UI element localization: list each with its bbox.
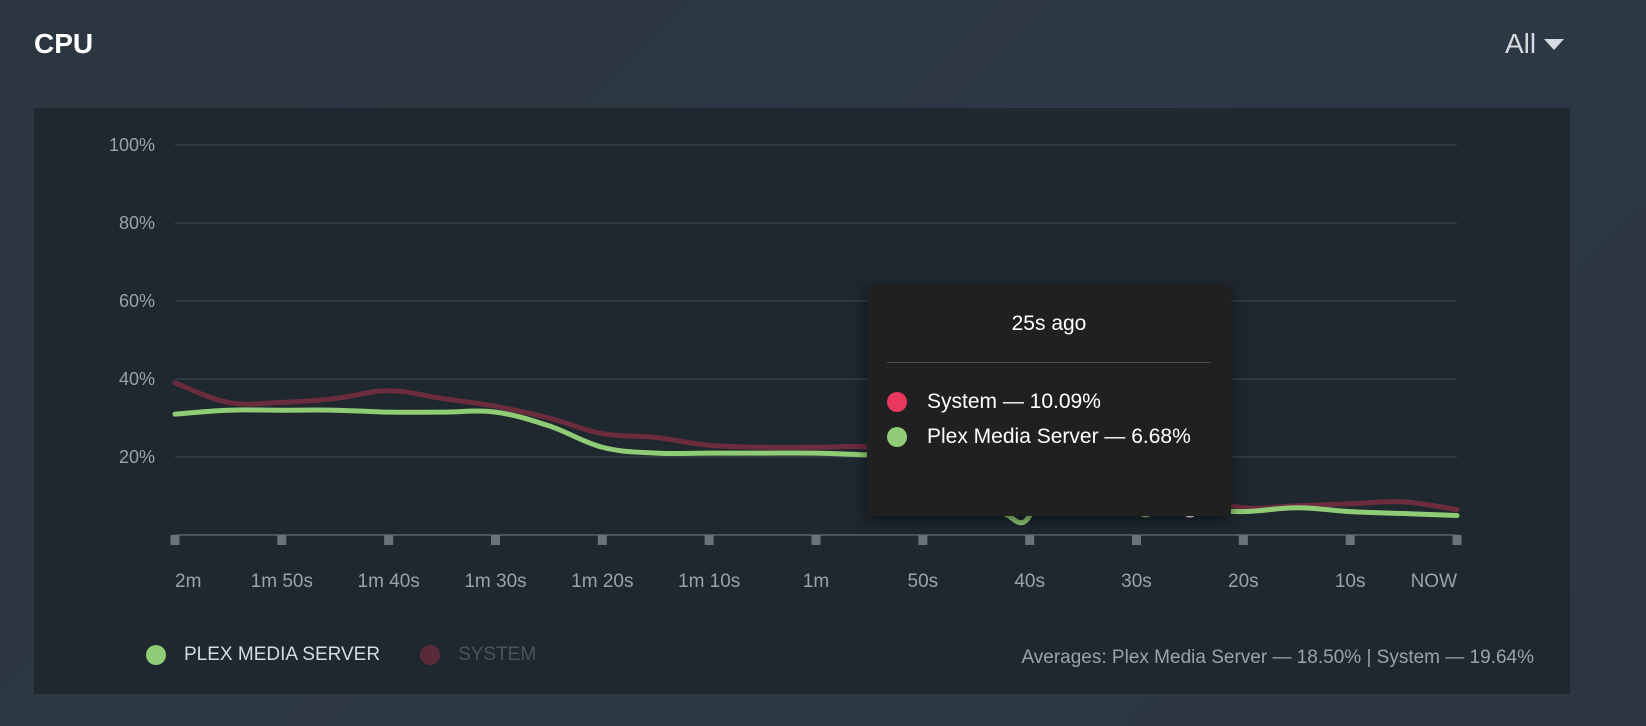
x-tick-mark (1238, 535, 1248, 545)
x-tick-mark (1452, 535, 1462, 545)
y-tick-label: 80% (119, 213, 155, 233)
x-tick-mark (704, 535, 714, 545)
x-tick-mark (170, 535, 180, 545)
legend-label-system: SYSTEM (458, 644, 537, 665)
range-label: All (1505, 28, 1537, 59)
x-tick-mark (1345, 535, 1355, 545)
y-tick-label: 60% (119, 291, 155, 311)
x-tick-label: 1m (803, 571, 829, 592)
y-tick-label: 20% (119, 447, 155, 467)
x-tick-mark (597, 535, 607, 545)
x-tick-mark (1132, 535, 1141, 545)
range-dropdown[interactable]: All (1505, 28, 1565, 60)
x-tick-label: 1m 30s (464, 571, 526, 592)
x-tick-mark (277, 535, 287, 545)
tooltip-plex-value: Plex Media Server — 6.68% (927, 425, 1191, 448)
chart-tooltip: 25s ago System — 10.09% Plex Media Serve… (867, 286, 1231, 516)
chart-panel: 20% 40% 60% 80% 100% 2m 1m 50s 1m 40s 1m 30s 1m 2… (34, 108, 1570, 694)
plex-legend-dot (146, 645, 166, 665)
system-legend-dot (420, 645, 441, 665)
plex-dot-icon (887, 427, 907, 447)
x-tick-label: 30s (1121, 571, 1152, 592)
x-tick-mark (918, 535, 928, 545)
x-tick-label: 20s (1228, 571, 1259, 592)
tooltip-system-value: System — 10.09% (927, 390, 1101, 413)
x-tick-label: 10s (1335, 571, 1366, 592)
legend-label-plex: PLEX MEDIA SERVER (184, 644, 381, 665)
tooltip-row-system: System — 10.09% (887, 390, 1101, 414)
x-tick-mark (1025, 535, 1035, 545)
y-tick-label: 40% (119, 369, 155, 389)
averages-text: Averages: Plex Media Server — 18.50% | S… (1021, 647, 1534, 668)
tooltip-row-plex: Plex Media Server — 6.68% (887, 425, 1191, 449)
tooltip-divider (887, 362, 1211, 363)
x-tick-mark (491, 535, 500, 545)
page-title: CPU (34, 28, 94, 59)
cpu-chart: 20% 40% 60% 80% 100% 2m 1m 50s 1m 40s 1m 30s 1m 2… (109, 135, 1462, 592)
legend-item-system[interactable]: SYSTEM (420, 644, 536, 666)
x-tick-label: 1m 50s (251, 571, 313, 592)
x-tick-mark (384, 535, 394, 545)
x-tick-label: 1m 20s (571, 571, 633, 592)
x-tick-label: 40s (1014, 571, 1045, 592)
x-tick-mark (811, 535, 821, 545)
x-tick-label: 2m (175, 571, 201, 592)
y-tick-label: 100% (109, 135, 155, 155)
chart-legend: PLEX MEDIA SERVER SYSTEM (146, 644, 576, 666)
legend-item-plex[interactable]: PLEX MEDIA SERVER (146, 644, 380, 666)
caret-down-icon (1544, 38, 1565, 50)
tooltip-title: 25s ago (1011, 312, 1087, 335)
x-tick-label: 1m 40s (358, 571, 420, 592)
x-tick-label: 1m 10s (678, 571, 740, 592)
x-tick-label: NOW (1411, 571, 1458, 592)
system-dot-icon (887, 392, 907, 412)
x-tick-label: 50s (908, 571, 939, 592)
system-series-line (172, 380, 1460, 516)
